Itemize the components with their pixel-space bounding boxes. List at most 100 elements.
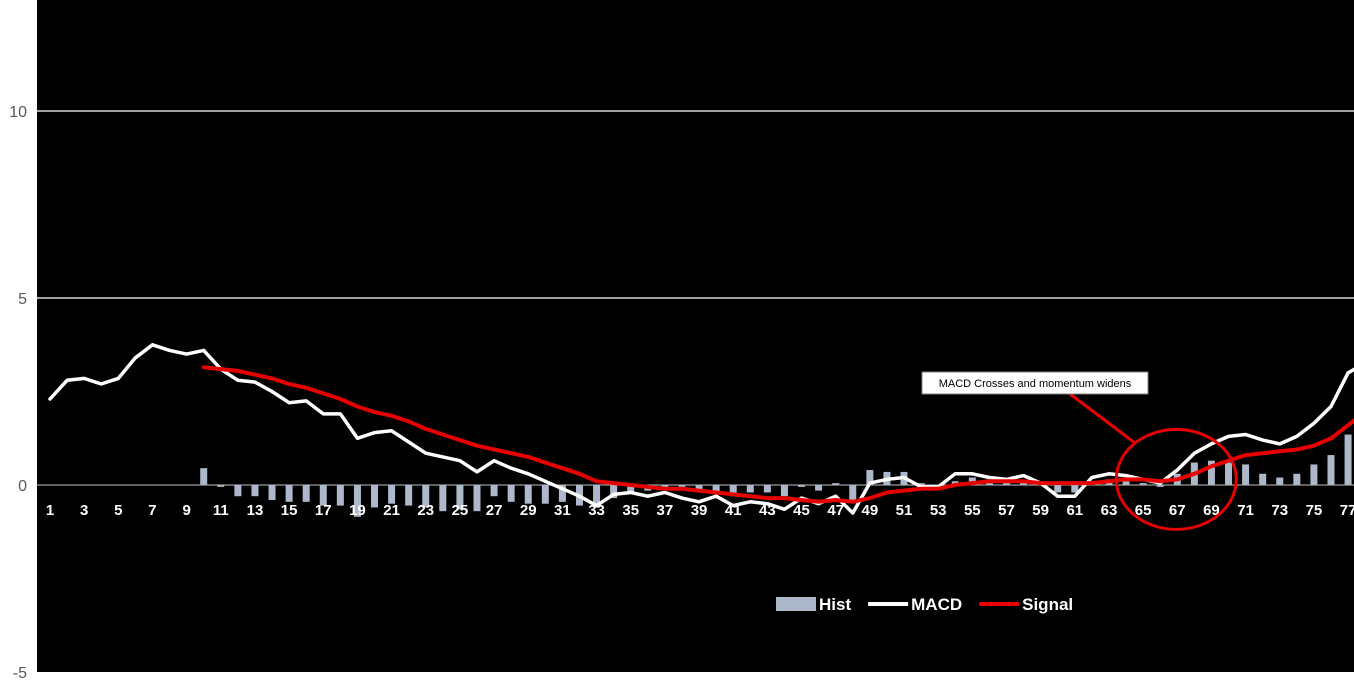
signal-point xyxy=(1073,481,1077,485)
x-tick-label: 65 xyxy=(1135,502,1152,519)
x-tick-label: 23 xyxy=(417,502,434,519)
hist-bar xyxy=(234,485,242,497)
macd-point xyxy=(834,494,838,498)
hist-bar xyxy=(1327,455,1335,485)
signal-point xyxy=(646,485,650,489)
signal-point xyxy=(1295,447,1299,451)
macd-point xyxy=(987,476,991,480)
hist-bar xyxy=(200,468,208,485)
macd-point xyxy=(1124,474,1128,478)
macd-point xyxy=(663,490,667,494)
hist-bar xyxy=(1276,477,1284,485)
hist-bar xyxy=(1207,460,1215,485)
hist-bar xyxy=(763,485,771,493)
highlight-circle xyxy=(1114,427,1238,531)
hist-bar xyxy=(319,485,327,506)
macd-point xyxy=(1329,404,1333,408)
annotation-pointer xyxy=(1069,392,1136,445)
hist-bar xyxy=(1122,481,1130,485)
signal-point xyxy=(492,447,496,451)
macd-point xyxy=(355,436,359,440)
signal-point xyxy=(355,404,359,408)
hist-bar xyxy=(866,470,874,485)
macd-point xyxy=(82,376,86,380)
hist-bar xyxy=(1293,473,1301,485)
x-tick-label: 35 xyxy=(622,502,639,519)
x-tick-label: 55 xyxy=(964,502,981,519)
signal-point xyxy=(202,365,206,369)
macd-point xyxy=(509,466,513,470)
legend-swatch-hist xyxy=(776,597,816,611)
y-axis-ticks: -5 0 5 10 xyxy=(9,104,27,682)
legend-label: Hist xyxy=(819,595,851,614)
hist-bar xyxy=(815,485,823,491)
macd-point xyxy=(595,504,599,508)
macd-point xyxy=(731,504,735,508)
signal-point xyxy=(595,479,599,483)
x-tick-label: 61 xyxy=(1066,502,1083,519)
hist-bar xyxy=(627,485,635,493)
macd-point xyxy=(65,378,69,382)
macd-point xyxy=(373,431,377,435)
x-tick-label: 63 xyxy=(1101,502,1118,519)
signal-point xyxy=(373,410,377,414)
macd-point xyxy=(168,348,172,352)
x-tick-label: 45 xyxy=(793,502,810,519)
hist-bar xyxy=(798,485,806,487)
signal-point xyxy=(629,483,633,487)
signal-point xyxy=(1192,472,1196,476)
signal-point xyxy=(1209,464,1213,468)
signal-point xyxy=(765,496,769,500)
macd-point xyxy=(1090,476,1094,480)
macd-point xyxy=(1022,474,1026,478)
macd-point xyxy=(851,511,855,515)
signal-point xyxy=(543,461,547,465)
hist-bar xyxy=(746,485,754,493)
macd-point xyxy=(1261,438,1265,442)
hist-bar xyxy=(729,485,737,497)
signal-point xyxy=(817,500,821,504)
hist-bar xyxy=(439,485,447,512)
hist-bar xyxy=(336,485,344,506)
macd-point xyxy=(1056,494,1060,498)
signal-point xyxy=(748,494,752,498)
macd-point xyxy=(765,502,769,506)
x-tick-label: 47 xyxy=(827,502,844,519)
signal-point xyxy=(1312,444,1316,448)
macd-point xyxy=(748,500,752,504)
x-axis-ticks: 1 3 5 7 9 11 13 15 17 19 21 23 25 27 29 31 33 35 37 39 41 43 4… xyxy=(46,502,1354,519)
macd-point xyxy=(202,348,206,352)
signal-point xyxy=(782,496,786,500)
hist-bar xyxy=(695,485,703,491)
x-tick-label: 39 xyxy=(691,502,708,519)
signal-point xyxy=(953,483,957,487)
x-tick-label: 9 xyxy=(182,502,190,519)
x-tick-label: 53 xyxy=(930,502,947,519)
hist-bar xyxy=(541,485,549,504)
signal-point xyxy=(475,444,479,448)
hist-bars xyxy=(200,434,1352,517)
macd-point xyxy=(287,401,291,405)
y-tick-label: -5 xyxy=(13,665,27,682)
signal-point xyxy=(936,487,940,491)
macd-point xyxy=(1227,434,1231,438)
hist-bar xyxy=(712,485,720,493)
macd-point xyxy=(185,352,189,356)
annotation-text: MACD Crosses and momentum widens xyxy=(939,378,1132,390)
x-tick-label: 71 xyxy=(1237,502,1254,519)
hist-bar xyxy=(1071,485,1079,493)
x-tick-label: 69 xyxy=(1203,502,1220,519)
macd-point xyxy=(697,500,701,504)
signal-point xyxy=(1158,479,1162,483)
macd-point xyxy=(270,390,274,393)
x-tick-label: 67 xyxy=(1169,502,1186,519)
signal-point xyxy=(219,367,223,371)
x-tick-label: 75 xyxy=(1306,502,1323,519)
signal-point xyxy=(919,487,923,491)
x-tick-label: 49 xyxy=(861,502,878,519)
signal-point xyxy=(424,427,428,431)
hist-bar xyxy=(610,485,618,499)
x-tick-label: 5 xyxy=(114,502,122,519)
